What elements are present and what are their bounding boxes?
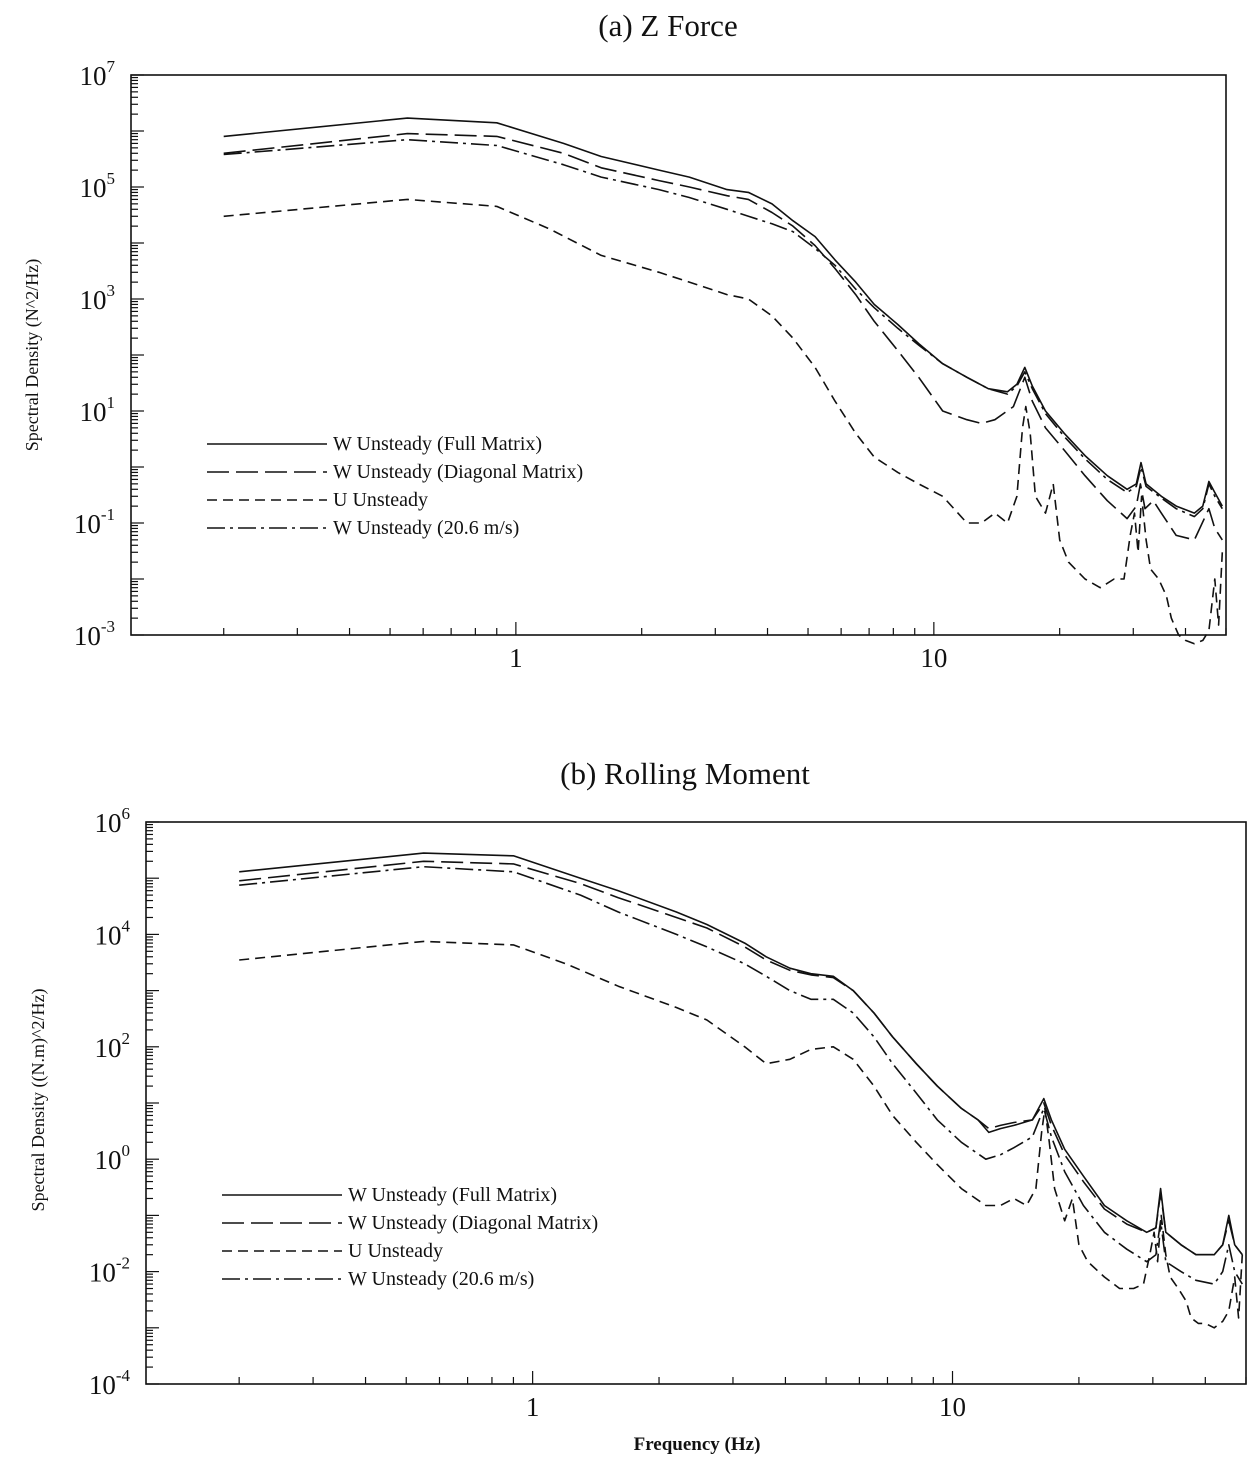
y-tick-label: 104 bbox=[95, 916, 131, 950]
plot-area bbox=[145, 821, 1247, 1385]
series-lines bbox=[239, 852, 1244, 1329]
y-tick-label: 103 bbox=[80, 281, 116, 315]
chart-title: (a) Z Force bbox=[598, 8, 737, 43]
y-tick-exponent: 0 bbox=[122, 1141, 131, 1160]
y-tick-base: 10 bbox=[89, 1258, 116, 1288]
x-ticks: 1 10 bbox=[223, 622, 1227, 673]
y-tick-exponent: 2 bbox=[122, 1029, 131, 1048]
y-tick-exponent: 4 bbox=[122, 916, 131, 935]
y-tick-base: 10 bbox=[80, 173, 107, 203]
y-tick-exponent: 3 bbox=[107, 281, 116, 300]
y-tick-base: 10 bbox=[80, 285, 107, 315]
y-axis-label: Spectral Density ((N.m)^2/Hz) bbox=[28, 989, 49, 1212]
legend-label: W Unsteady (Diagonal Matrix) bbox=[333, 461, 583, 483]
legend-label: W Unsteady (20.6 m/s) bbox=[348, 1268, 534, 1290]
y-tick-base: 10 bbox=[95, 920, 122, 950]
y-tick-base: 10 bbox=[95, 1033, 122, 1063]
panel-rolling-moment: (b) Rolling Moment Spectral Density ((N.… bbox=[28, 756, 1247, 1455]
plot-area bbox=[130, 74, 1227, 636]
legend-label: W Unsteady (20.6 m/s) bbox=[333, 517, 519, 539]
legend-label: W Unsteady (Full Matrix) bbox=[333, 433, 542, 455]
x-tick-label: 10 bbox=[939, 1392, 966, 1422]
y-tick-label: 106 bbox=[95, 804, 131, 838]
y-tick-base: 10 bbox=[74, 621, 101, 651]
x-tick-label: 1 bbox=[509, 643, 523, 673]
legend: W Unsteady (Full Matrix) W Unsteady (Diag… bbox=[207, 433, 583, 539]
x-axis-label: Frequency (Hz) bbox=[634, 1434, 761, 1455]
y-tick-exponent: 7 bbox=[107, 57, 116, 76]
panel-z-force: (a) Z Force Spectral Density (N^2/Hz) 10… bbox=[22, 8, 1227, 673]
y-tick-label: 10-3 bbox=[74, 617, 115, 651]
y-tick-label: 101 bbox=[80, 393, 116, 427]
x-tick-label: 1 bbox=[526, 1392, 540, 1422]
y-tick-label: 102 bbox=[95, 1029, 131, 1063]
y-tick-label: 10-4 bbox=[89, 1366, 131, 1400]
y-tick-exponent: -4 bbox=[116, 1366, 131, 1385]
legend-label: W Unsteady (Diagonal Matrix) bbox=[348, 1212, 598, 1234]
y-tick-base: 10 bbox=[80, 61, 107, 91]
y-tick-exponent: -1 bbox=[101, 505, 115, 524]
y-axis-label: Spectral Density (N^2/Hz) bbox=[22, 259, 43, 451]
legend-label: U Unsteady bbox=[333, 489, 428, 511]
x-ticks: 1 10 bbox=[238, 1371, 1247, 1422]
legend: W Unsteady (Full Matrix) W Unsteady (Diag… bbox=[222, 1184, 598, 1290]
y-tick-label: 100 bbox=[95, 1141, 131, 1175]
series-line bbox=[223, 132, 1223, 541]
y-tick-exponent: 5 bbox=[107, 169, 116, 188]
y-tick-base: 10 bbox=[95, 1145, 122, 1175]
y-tick-exponent: 1 bbox=[107, 393, 116, 412]
y-tick-label: 107 bbox=[80, 57, 116, 91]
y-tick-exponent: -3 bbox=[101, 617, 115, 636]
y-tick-base: 10 bbox=[89, 1370, 116, 1400]
series-line bbox=[223, 198, 1224, 645]
y-tick-label: 10-1 bbox=[74, 505, 115, 539]
y-tick-exponent: -2 bbox=[116, 1254, 130, 1273]
legend-label: U Unsteady bbox=[348, 1240, 443, 1262]
series-line bbox=[239, 865, 1243, 1285]
series-line bbox=[223, 117, 1224, 514]
series-lines bbox=[223, 117, 1224, 645]
y-tick-base: 10 bbox=[80, 397, 107, 427]
series-line bbox=[239, 940, 1244, 1329]
legend-label: W Unsteady (Full Matrix) bbox=[348, 1184, 557, 1206]
y-tick-label: 105 bbox=[80, 169, 116, 203]
series-line bbox=[239, 860, 1243, 1256]
y-tick-label: 10-2 bbox=[89, 1254, 130, 1288]
y-tick-base: 10 bbox=[95, 808, 122, 838]
y-tick-base: 10 bbox=[74, 509, 101, 539]
y-tick-exponent: 6 bbox=[122, 804, 131, 823]
x-tick-label: 10 bbox=[920, 643, 947, 673]
chart-title: (b) Rolling Moment bbox=[560, 756, 810, 791]
